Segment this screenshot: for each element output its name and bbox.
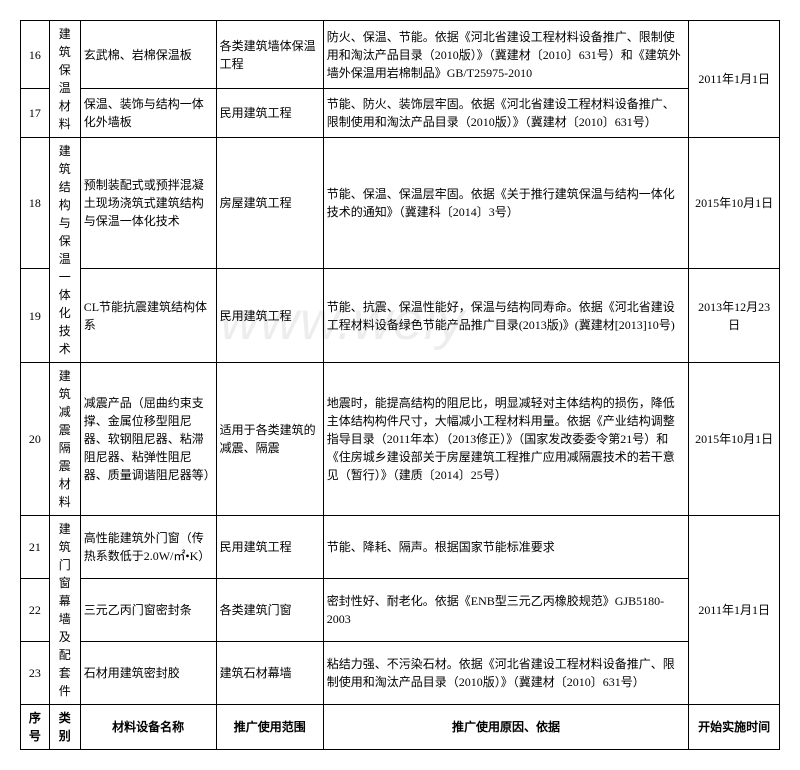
cell-date: 2011年1月1日: [689, 516, 780, 705]
header-scope: 推广使用范围: [216, 705, 323, 750]
cell-name: CL节能抗震建筑结构体系: [80, 269, 216, 363]
cell-cat: 建筑结构与保温一体化技术: [49, 138, 80, 363]
cell-date: 2011年1月1日: [689, 21, 780, 138]
cell-name: 预制装配式或预拌混凝土现场浇筑式建筑结构与保温一体化技术: [80, 138, 216, 269]
main-table: 16 建筑保温材料 玄武棉、岩棉保温板 各类建筑墙体保温工程 防火、保温、节能。…: [20, 20, 780, 750]
header-num: 序号: [21, 705, 50, 750]
table-row: 20 建筑减震隔震材料 减震产品（屈曲约束支撑、金属位移型阻尼器、软钢阻尼器、粘…: [21, 363, 780, 516]
table-header: 序号 类别 材料设备名称 推广使用范围 推广使用原因、依据 开始实施时间: [21, 705, 780, 750]
table-row: 22 三元乙丙门窗密封条 各类建筑门窗 密封性好、耐老化。依据《ENB型三元乙丙…: [21, 579, 780, 642]
cell-scope: 民用建筑工程: [216, 269, 323, 363]
table-row: 21 建筑门窗幕墙及配套件 高性能建筑外门窗（传热系数低于2.0W/㎡•K） 民…: [21, 516, 780, 579]
cell-name: 减震产品（屈曲约束支撑、金属位移型阻尼器、软钢阻尼器、粘滞阻尼器、粘弹性阻尼器、…: [80, 363, 216, 516]
cell-num: 17: [21, 89, 50, 138]
cell-date: 2015年10月1日: [689, 138, 780, 269]
cell-num: 19: [21, 269, 50, 363]
cell-cat: 建筑保温材料: [49, 21, 80, 138]
cell-num: 21: [21, 516, 50, 579]
table-row: 16 建筑保温材料 玄武棉、岩棉保温板 各类建筑墙体保温工程 防火、保温、节能。…: [21, 21, 780, 89]
cell-date: 2015年10月1日: [689, 363, 780, 516]
cell-scope: 各类建筑墙体保温工程: [216, 21, 323, 89]
cell-num: 22: [21, 579, 50, 642]
cell-scope: 适用于各类建筑的减震、隔震: [216, 363, 323, 516]
cell-scope: 各类建筑门窗: [216, 579, 323, 642]
cell-reason: 防火、保温、节能。依据《河北省建设工程材料设备推广、限制使用和淘汰产品目录（20…: [323, 21, 689, 89]
cell-num: 16: [21, 21, 50, 89]
cell-name: 玄武棉、岩棉保温板: [80, 21, 216, 89]
cell-cat: 建筑门窗幕墙及配套件: [49, 516, 80, 705]
cell-num: 23: [21, 642, 50, 705]
cell-reason: 粘结力强、不污染石材。依据《河北省建设工程材料设备推广、限制使用和淘汰产品目录（…: [323, 642, 689, 705]
cell-scope: 房屋建筑工程: [216, 138, 323, 269]
header-reason: 推广使用原因、依据: [323, 705, 689, 750]
cell-num: 20: [21, 363, 50, 516]
cell-reason: 节能、防火、装饰层牢固。依据《河北省建设工程材料设备推广、限制使用和淘汰产品目录…: [323, 89, 689, 138]
table-row: 17 保温、装饰与结构一体化外墙板 民用建筑工程 节能、防火、装饰层牢固。依据《…: [21, 89, 780, 138]
page-wrap: www.weiy 16 建筑保温材料 玄武棉、岩棉保温板 各类建筑墙体保温工程 …: [20, 20, 780, 750]
cell-date: 2013年12月23日: [689, 269, 780, 363]
table-row: 23 石材用建筑密封胶 建筑石材幕墙 粘结力强、不污染石材。依据《河北省建设工程…: [21, 642, 780, 705]
cell-reason: 节能、降耗、隔声。根据国家节能标准要求: [323, 516, 689, 579]
cell-name: 石材用建筑密封胶: [80, 642, 216, 705]
cell-cat: 建筑减震隔震材料: [49, 363, 80, 516]
cell-reason: 节能、抗震、保温性能好，保温与结构同寿命。依据《河北省建设工程材料设备绿色节能产…: [323, 269, 689, 363]
table-row: 19 CL节能抗震建筑结构体系 民用建筑工程 节能、抗震、保温性能好，保温与结构…: [21, 269, 780, 363]
cell-scope: 建筑石材幕墙: [216, 642, 323, 705]
cell-reason: 节能、保温、保温层牢固。依据《关于推行建筑保温与结构一体化技术的通知》（冀建科〔…: [323, 138, 689, 269]
cell-num: 18: [21, 138, 50, 269]
table-row: 18 建筑结构与保温一体化技术 预制装配式或预拌混凝土现场浇筑式建筑结构与保温一…: [21, 138, 780, 269]
header-name: 材料设备名称: [80, 705, 216, 750]
cell-name: 保温、装饰与结构一体化外墙板: [80, 89, 216, 138]
header-date: 开始实施时间: [689, 705, 780, 750]
cell-scope: 民用建筑工程: [216, 516, 323, 579]
cell-name: 高性能建筑外门窗（传热系数低于2.0W/㎡•K）: [80, 516, 216, 579]
cell-reason: 地震时，能提高结构的阻尼比，明显减轻对主体结构的损伤，降低主体结构构件尺寸，大幅…: [323, 363, 689, 516]
header-cat: 类别: [49, 705, 80, 750]
cell-name: 三元乙丙门窗密封条: [80, 579, 216, 642]
cell-reason: 密封性好、耐老化。依据《ENB型三元乙丙橡胶规范》GJB5180-2003: [323, 579, 689, 642]
cell-scope: 民用建筑工程: [216, 89, 323, 138]
